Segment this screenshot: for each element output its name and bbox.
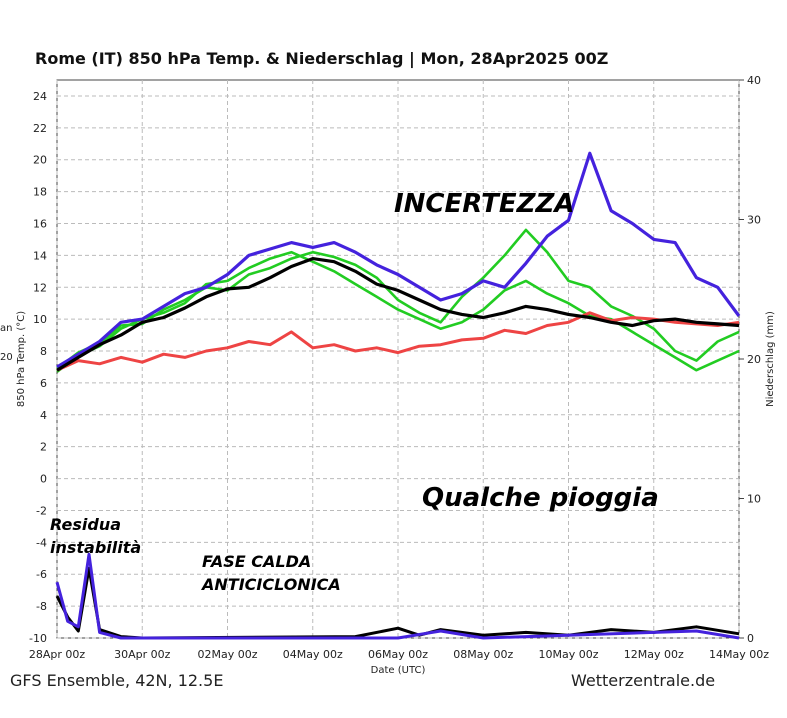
- x-tick-label: 28Apr 00z: [29, 648, 86, 661]
- x-tick-label: 04May 00z: [283, 648, 343, 661]
- y-axis-left-label: 850 hPa Temp. (°C): [16, 311, 27, 407]
- precip-line-operational: [55, 552, 740, 640]
- y-left-tick-label: -4: [36, 536, 47, 549]
- y-left-tick-label: -6: [36, 568, 47, 581]
- x-axis-label: Date (UTC): [371, 665, 426, 676]
- x-axis-ticks: 28Apr 00z 30Apr 00z 02May 00z 04May 00z 06Ma…: [29, 648, 769, 661]
- y-left-tick-label: 2: [40, 441, 47, 454]
- annotation-pioggia: Qualche pioggia: [422, 483, 659, 513]
- annotation-incertezza: INCERTEZZA: [394, 189, 574, 219]
- left-edge-fragment-1: an: [0, 323, 12, 334]
- x-tick-label: 14May 00z: [709, 648, 769, 661]
- chart-title: Rome (IT) 850 hPa Temp. & Niederschlag |…: [35, 49, 608, 69]
- y-left-tick-label: 20: [33, 154, 47, 167]
- y-left-tick-label: 0: [40, 473, 47, 486]
- temp-line-member: [56, 250, 740, 373]
- precip-series-group: [55, 552, 740, 640]
- x-tick-label: 10May 00z: [538, 648, 598, 661]
- y-left-tick-label: 24: [33, 90, 47, 103]
- y-left-tick-label: 10: [33, 313, 47, 326]
- y-right-tick-label: 10: [747, 493, 761, 506]
- y-axis-right-ticks: 40 30 20 10 0: [739, 74, 761, 645]
- annotation-fase-line1: FASE CALDA: [202, 552, 311, 571]
- temp-line-mean: [56, 257, 740, 372]
- annotation-residua-line2: instabilità: [50, 538, 141, 557]
- temp-series-group: [56, 151, 741, 373]
- y-right-tick-label: 0: [747, 632, 754, 645]
- footer-site: Wetterzentrale.de: [571, 671, 715, 690]
- y-right-tick-label: 30: [747, 214, 761, 227]
- y-right-tick-label: 20: [747, 353, 761, 366]
- y-axis-right-label: Niederschlag (mm): [765, 311, 776, 407]
- y-left-tick-label: 14: [33, 249, 47, 262]
- y-right-tick-label: 40: [747, 74, 761, 87]
- y-left-tick-label: 16: [33, 217, 47, 230]
- y-left-tick-label: -2: [36, 504, 47, 517]
- x-tick-label: 06May 00z: [368, 648, 428, 661]
- left-edge-fragment-2: 20: [0, 352, 13, 363]
- annotation-fase-line2: ANTICICLONICA: [200, 575, 341, 594]
- y-left-tick-label: -8: [36, 600, 47, 613]
- plot-frame: [56, 79, 740, 639]
- precip-line-mean: [55, 566, 740, 640]
- temp-line-operational: [56, 151, 741, 369]
- temp-line-member: [56, 228, 740, 370]
- y-left-tick-label: 12: [33, 281, 47, 294]
- temp-line-control: [56, 311, 740, 372]
- y-left-tick-label: 4: [40, 409, 47, 422]
- footer-source: GFS Ensemble, 42N, 12.5E: [10, 671, 223, 690]
- x-tick-label: 08May 00z: [453, 648, 513, 661]
- x-tick-label: 02May 00z: [197, 648, 257, 661]
- y-left-tick-label: 18: [33, 186, 47, 199]
- y-left-tick-label: 22: [33, 122, 47, 135]
- y-left-tick-label: 8: [40, 345, 47, 358]
- x-tick-label: 12May 00z: [624, 648, 684, 661]
- x-tick-label: 30Apr 00z: [114, 648, 171, 661]
- annotation-residua-line1: Residua: [50, 515, 121, 534]
- y-left-tick-label: -10: [29, 632, 47, 645]
- y-left-tick-label: 6: [40, 377, 47, 390]
